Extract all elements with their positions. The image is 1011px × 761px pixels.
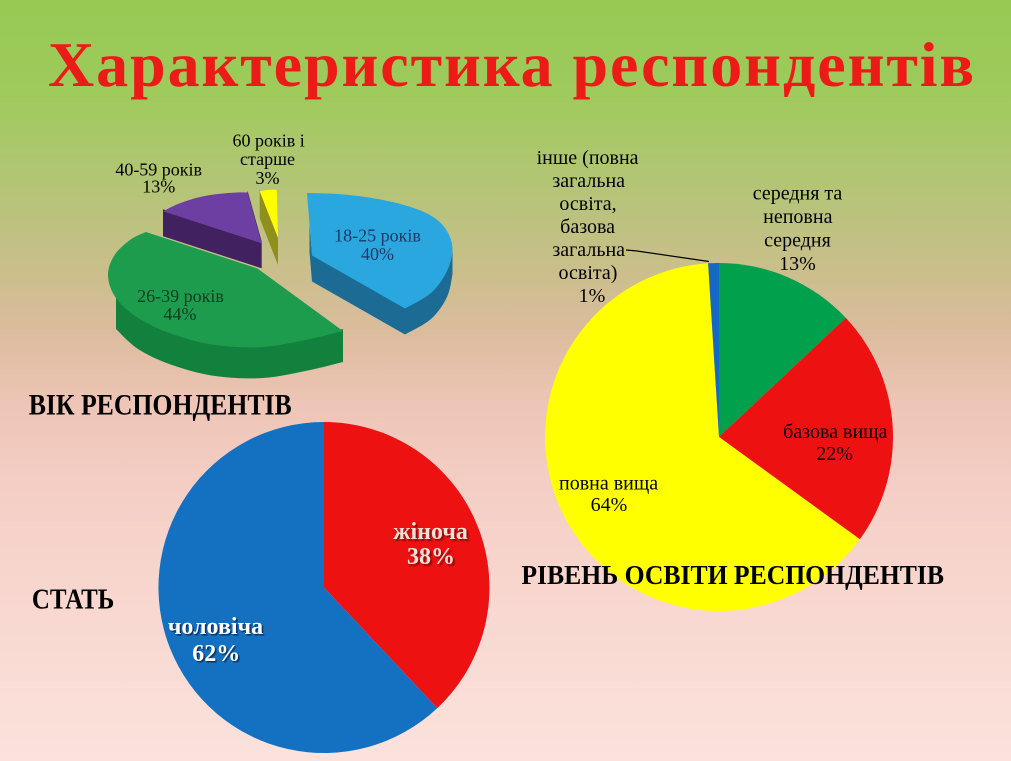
svg-text:середня та: середня та [753,182,843,204]
svg-text:ВІК РЕСПОНДЕНТІВ: ВІК РЕСПОНДЕНТІВ [29,388,292,421]
svg-text:освіта,: освіта, [559,193,616,215]
svg-text:старше: старше [240,149,295,169]
svg-text:38%: 38% [407,544,455,570]
svg-text:26-39 років: 26-39 років [137,286,224,306]
svg-text:інше (повна: інше (повна [537,147,639,169]
svg-text:середня: середня [764,229,831,251]
svg-text:22%: 22% [816,443,853,465]
svg-text:18-25 років: 18-25 років [334,226,421,246]
svg-text:базова вища: базова вища [783,421,887,443]
svg-text:базова: базова [560,216,615,238]
svg-text:загальна: загальна [552,170,625,192]
svg-text:40%: 40% [361,244,394,264]
svg-text:неповна: неповна [763,206,832,228]
svg-text:освіта): освіта) [559,262,618,284]
svg-text:повна вища: повна вища [559,473,658,495]
svg-text:62%: 62% [192,641,240,667]
svg-text:1%: 1% [579,285,606,307]
svg-text:40-59 років: 40-59 років [115,160,202,180]
svg-text:13%: 13% [779,253,816,275]
svg-text:13%: 13% [142,177,175,197]
svg-text:60 років і: 60 років і [232,130,304,150]
svg-text:РІВЕНЬ ОСВІТИ РЕСПОНДЕНТІВ: РІВЕНЬ ОСВІТИ РЕСПОНДЕНТІВ [521,560,944,590]
svg-text:загальна: загальна [552,239,625,261]
svg-text:3%: 3% [256,168,280,188]
svg-text:чоловіча: чоловіча [168,614,263,640]
svg-text:44%: 44% [164,304,197,324]
svg-text:СТАТЬ: СТАТЬ [32,584,114,616]
svg-text:64%: 64% [591,494,628,516]
svg-text:Характеристика респондентів: Характеристика респондентів [48,29,974,100]
svg-text:жіноча: жіноча [393,519,468,545]
